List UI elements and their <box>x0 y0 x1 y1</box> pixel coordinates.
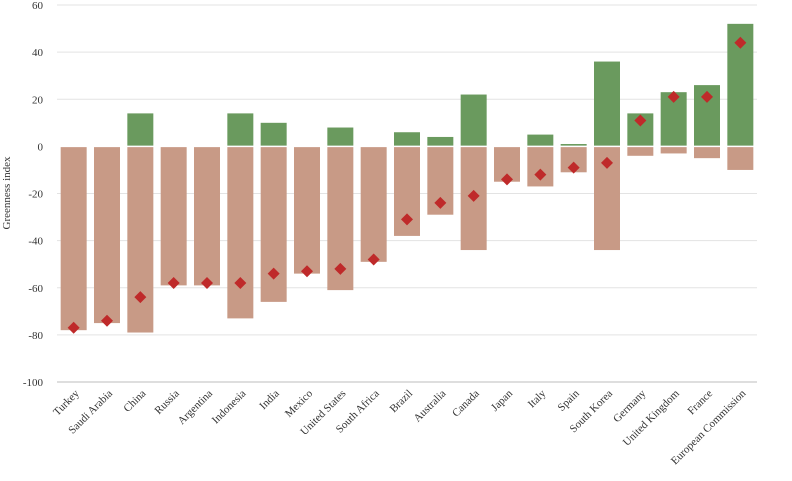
y-tick-label: -100 <box>23 377 44 389</box>
bar-negative <box>360 146 387 262</box>
y-tick-label: 60 <box>32 0 44 12</box>
bar-positive <box>560 144 587 147</box>
marker <box>167 277 180 290</box>
y-axis-ticks: -100 -80 -60 -40 -20 0 20 40 60 <box>23 0 44 389</box>
marker <box>301 265 313 278</box>
x-tick-label: Australia <box>411 388 448 425</box>
bar-positive <box>527 134 554 147</box>
marker <box>367 253 380 266</box>
bars <box>60 23 754 333</box>
marker <box>534 168 547 181</box>
y-tick-label: -40 <box>28 236 43 248</box>
marker <box>467 189 480 202</box>
markers <box>67 36 747 334</box>
bar-negative <box>660 146 687 154</box>
x-tick-label: Indonesia <box>210 388 249 427</box>
x-tick-label: Canada <box>450 388 482 420</box>
y-tick-label: -80 <box>28 330 43 342</box>
bar-positive <box>460 94 487 147</box>
marker <box>567 161 580 174</box>
x-tick-label: Italy <box>526 387 549 410</box>
marker <box>634 114 647 127</box>
marker <box>134 291 147 304</box>
marker <box>267 267 280 280</box>
bar-positive <box>327 127 354 147</box>
x-tick-label: Japan <box>489 387 516 414</box>
bar-negative <box>727 146 754 170</box>
x-tick-label: France <box>685 388 715 418</box>
marker <box>434 196 447 209</box>
bar-positive <box>394 132 420 147</box>
bar-positive <box>260 122 287 147</box>
bar-positive <box>127 113 154 147</box>
bar-negative <box>94 146 120 324</box>
marker <box>501 173 513 186</box>
y-tick-label: -60 <box>28 283 43 295</box>
bar-negative <box>294 146 320 274</box>
x-tick-label: China <box>121 388 148 415</box>
bar-negative <box>227 146 254 319</box>
bar-positive <box>594 61 620 147</box>
x-tick-label: Argentina <box>176 388 216 428</box>
marker <box>101 314 113 327</box>
bar-negative <box>127 146 154 333</box>
bar-negative <box>627 146 654 156</box>
bar-negative <box>60 146 87 331</box>
x-tick-label: Mexico <box>283 387 316 420</box>
marker <box>234 277 247 290</box>
marker <box>734 36 747 49</box>
marker <box>601 156 613 169</box>
x-tick-label: Turkey <box>51 387 82 418</box>
y-tick-label: 20 <box>32 94 44 106</box>
bar-negative <box>194 146 220 286</box>
marker <box>201 277 213 290</box>
bar-positive <box>227 113 254 147</box>
marker <box>401 213 413 226</box>
marker <box>334 262 347 275</box>
marker <box>701 90 713 103</box>
marker <box>667 90 680 103</box>
bar-negative <box>160 146 187 286</box>
y-tick-label: 0 <box>38 141 44 153</box>
x-tick-label: India <box>257 388 282 413</box>
x-tick-label: Russia <box>153 388 182 417</box>
bar-positive <box>427 136 454 147</box>
x-tick-label: Spain <box>556 387 583 414</box>
y-axis-title: Greenness index <box>1 156 13 230</box>
marker <box>67 321 80 334</box>
y-tick-label: 40 <box>32 47 44 59</box>
x-tick-label: Brazil <box>388 388 415 415</box>
y-tick-label: -20 <box>28 189 43 201</box>
bar-negative <box>694 146 720 159</box>
